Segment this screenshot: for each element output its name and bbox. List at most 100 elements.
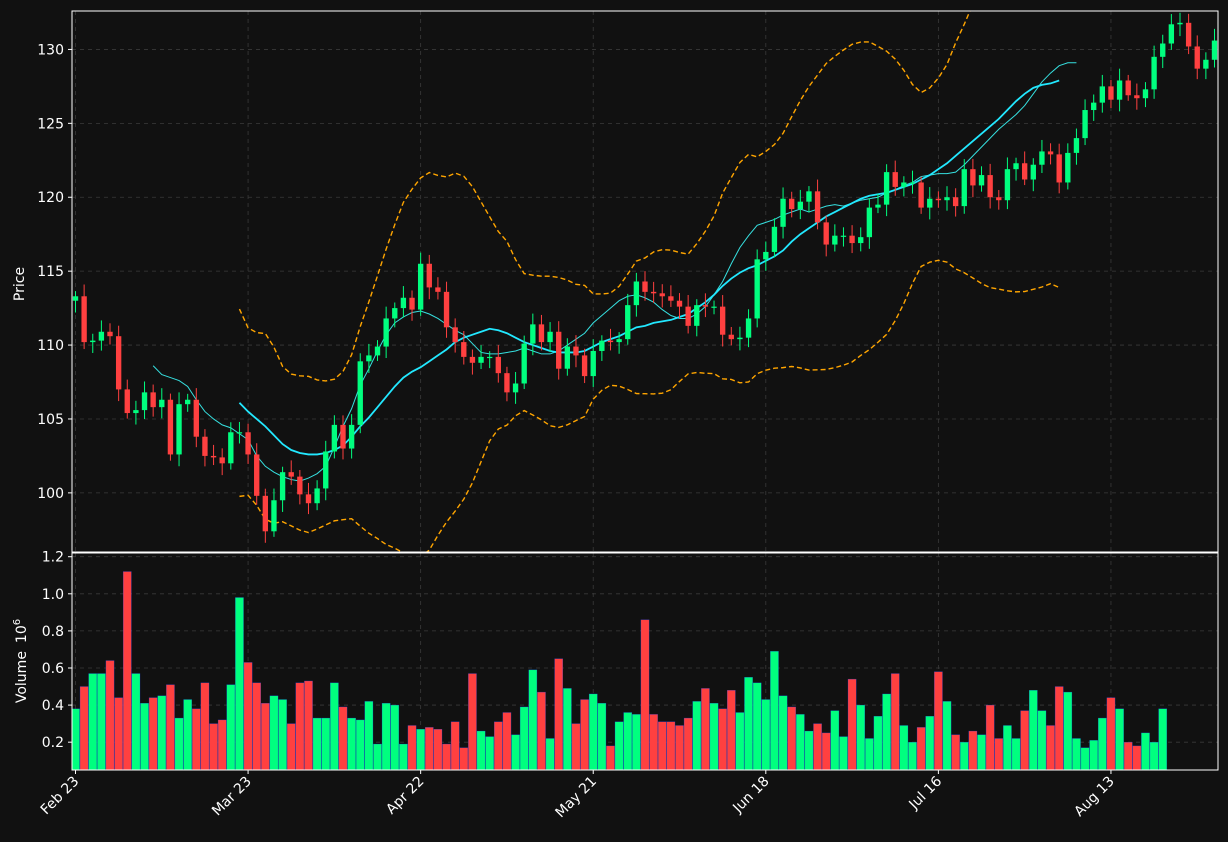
volume-bar: [977, 734, 986, 770]
candle-body: [797, 201, 803, 210]
volume-bar: [174, 717, 184, 770]
volume-bar: [554, 658, 564, 770]
candle-body: [728, 334, 734, 340]
price-y-tick-label: 130: [37, 42, 64, 58]
volume-bar: [830, 710, 840, 770]
price-y-tick-label: 100: [37, 486, 64, 502]
volume-panel-frame: [71, 552, 1219, 771]
candle-body: [866, 207, 873, 238]
volume-bar: [1054, 686, 1064, 770]
volume-bar: [192, 708, 201, 770]
candle-body: [607, 340, 614, 343]
candle-body: [642, 281, 648, 292]
candle-body: [1142, 89, 1149, 99]
candle-body: [814, 191, 821, 223]
candle-body: [901, 182, 907, 187]
candle-body: [314, 488, 320, 504]
volume-bar: [821, 732, 831, 770]
candle-body: [849, 235, 855, 244]
volume-bar: [908, 741, 917, 770]
volume-bar: [709, 703, 719, 770]
price-panel-frame: [71, 10, 1219, 553]
candle-body: [202, 436, 208, 456]
volume-bar: [1072, 738, 1081, 770]
candle-body: [1030, 164, 1036, 180]
volume-bar: [942, 701, 952, 770]
volume-bar: [442, 743, 451, 770]
candle-body: [1108, 86, 1114, 100]
candle-body: [858, 237, 864, 244]
candle-body: [124, 389, 130, 414]
volume-bar: [494, 721, 503, 770]
candle-body: [184, 399, 191, 405]
price-y-axis-label: Price: [12, 267, 28, 301]
volume-bar: [105, 660, 115, 770]
volume-bar: [657, 721, 667, 770]
sma-long-line: [238, 79, 1060, 456]
candle-body: [409, 297, 415, 310]
candle-body: [961, 169, 967, 207]
volume-bar: [217, 719, 227, 770]
candle-body: [271, 500, 277, 532]
candle-body: [521, 343, 527, 384]
volume-bar: [416, 728, 425, 770]
candle-body: [1013, 163, 1019, 170]
volume-bar: [200, 682, 210, 770]
candle-body: [883, 172, 890, 205]
price-y-tick-label: 120: [37, 190, 64, 206]
volume-bar: [79, 686, 89, 770]
volume-bar: [226, 684, 236, 770]
candle-body: [495, 356, 501, 374]
volume-bar: [692, 701, 702, 770]
candle-body: [443, 291, 450, 328]
candle-body: [996, 197, 1002, 201]
candle-body: [754, 259, 760, 319]
candle-body: [719, 306, 726, 335]
candle-body: [288, 472, 294, 477]
volume-bar: [865, 738, 874, 770]
candle-body: [400, 297, 407, 309]
candlesticks: [72, 12, 1218, 543]
volume-bar: [899, 725, 909, 770]
candle-body: [150, 392, 156, 408]
candle-body: [323, 451, 329, 489]
sma-short-line: [152, 62, 1077, 482]
candle-body: [1203, 59, 1209, 69]
volume-exponent-power: 6: [12, 619, 23, 625]
candle-body: [978, 175, 985, 186]
price-y-tick-label: 105: [37, 412, 64, 428]
volume-bar: [1141, 732, 1150, 770]
candle-body: [789, 198, 795, 210]
volume-bar: [502, 712, 512, 770]
volume-bar: [934, 671, 943, 770]
candle-body: [1099, 86, 1106, 103]
candle-body: [650, 291, 657, 294]
volume-bar: [235, 597, 244, 770]
candle-body: [1056, 154, 1062, 183]
candle-body: [383, 318, 389, 347]
candle-body: [279, 472, 286, 501]
volume-bar: [131, 673, 141, 770]
volume-y-tick-label: 0.4: [42, 698, 64, 714]
candle-body: [1047, 151, 1054, 155]
volume-y-axis-label: Volume 106: [12, 619, 30, 703]
candle-body: [556, 331, 562, 369]
volume-bar: [856, 704, 866, 770]
volume-bar: [563, 688, 572, 770]
volume-bar: [1158, 708, 1168, 770]
volume-bar: [528, 669, 538, 770]
volume-bar: [985, 704, 995, 770]
volume-bar: [1028, 690, 1038, 770]
volume-y-tick-label: 0.2: [42, 735, 64, 751]
volume-bar: [1149, 741, 1159, 770]
volume-bar: [632, 714, 641, 770]
volume-bar: [916, 727, 926, 770]
volume-bar: [873, 716, 883, 770]
candle-body: [1151, 56, 1157, 90]
candle-body: [452, 327, 458, 343]
candle-body: [625, 305, 631, 340]
volume-bar: [787, 706, 796, 770]
volume-bar: [778, 695, 788, 770]
candle-body: [668, 296, 674, 301]
